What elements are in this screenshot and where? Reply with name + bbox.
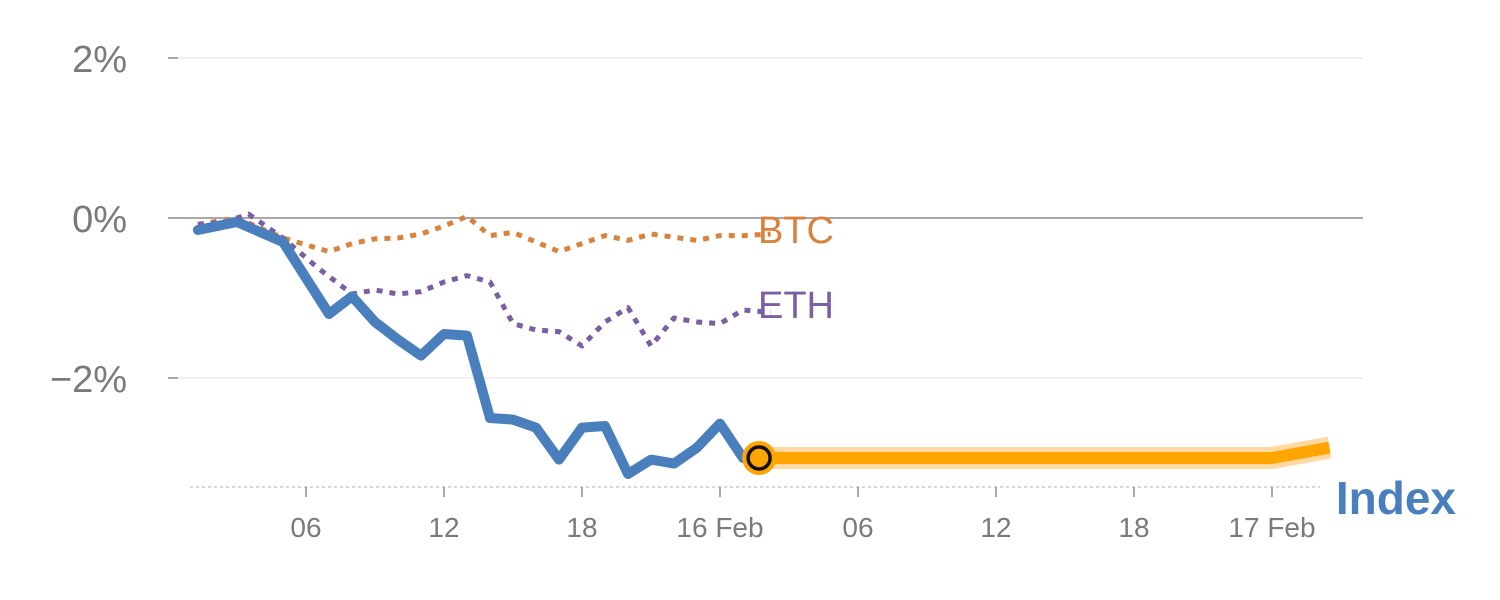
labels-layer: BTC ETH Index [758,210,1456,524]
series-line-btc [197,213,771,255]
forecast-layer [742,436,1332,475]
current-point-marker [746,445,772,471]
series-label-index: Index [1336,472,1457,524]
x-axis: 06 12 18 16 Feb 06 12 18 17 Feb [190,486,1320,543]
x-tick-label: 16 Feb [676,512,763,543]
x-tick-label: 18 [566,512,597,543]
series-layer [192,211,771,479]
y-tick-label: −2% [50,359,127,401]
y-tick-label: 2% [72,39,127,81]
x-tick-label: 12 [428,512,459,543]
x-tick-label: 06 [842,512,873,543]
x-tick-label: 12 [980,512,1011,543]
series-line-eth [197,211,771,349]
forecast-line [759,441,1331,464]
y-tick-label: 0% [72,199,127,241]
grid: 2% 0% −2% [50,39,1363,401]
x-tick-label: 18 [1118,512,1149,543]
x-tick-label: 06 [290,512,321,543]
x-tick-label: 17 Feb [1228,512,1315,543]
series-line-index [192,217,765,479]
series-label-btc: BTC [758,210,834,252]
series-label-eth: ETH [758,285,834,327]
